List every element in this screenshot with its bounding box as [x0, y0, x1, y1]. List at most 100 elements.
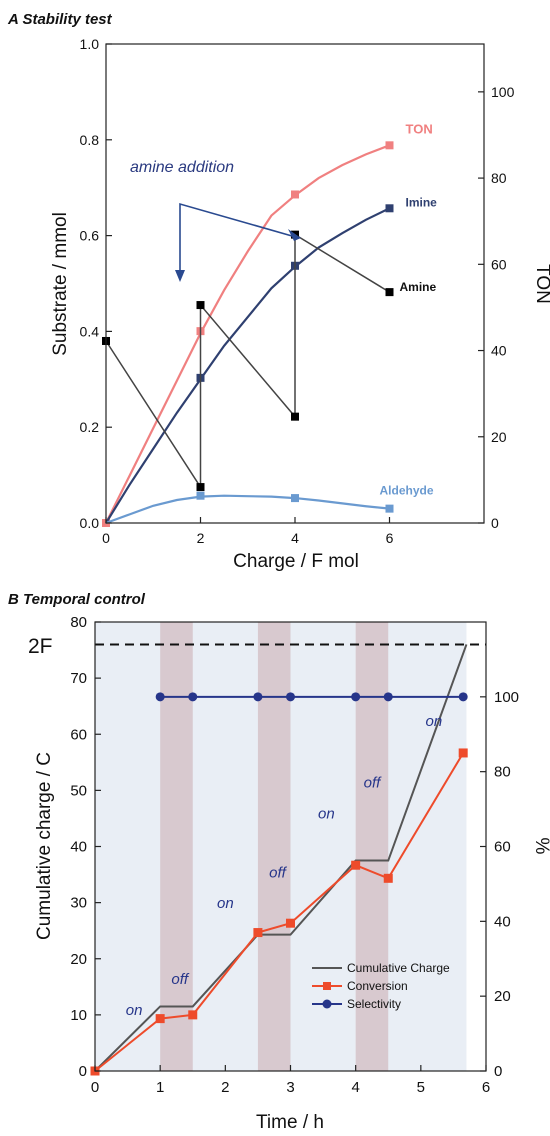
data-point-aldehyde: [196, 491, 205, 500]
x-tick-label: 6: [482, 1079, 490, 1096]
x-tick-label: 3: [286, 1079, 294, 1096]
data-point-selectivity: [458, 692, 468, 702]
arrow-head-right: [288, 229, 301, 241]
data-point-conversion: [155, 1014, 165, 1024]
y-tick-label: 0.6: [80, 228, 100, 244]
amine-addition-arrows: [175, 202, 301, 282]
x-tick-label: 1: [156, 1079, 164, 1096]
panel-b-x-axis-label: Time / h: [256, 1112, 324, 1133]
y2-tick-label: 80: [494, 764, 511, 781]
x-tick-label: 5: [417, 1079, 425, 1096]
x-tick-label: 6: [386, 530, 394, 546]
y2-tick-label: 100: [491, 84, 515, 100]
data-point-selectivity: [155, 692, 165, 702]
panel-a-stability-test: A Stability test TON Imine Amine Aldehyde 0…: [7, 11, 550, 572]
data-point-selectivity: [383, 692, 393, 702]
y2-tick-label: 0: [494, 1063, 502, 1080]
y2-tick-label: 60: [494, 839, 511, 856]
annotation-arrow-path: [179, 202, 293, 237]
data-point-selectivity: [188, 692, 198, 702]
x-tick-label: 2: [221, 1079, 229, 1096]
y2-tick-label: 40: [491, 343, 507, 359]
data-point-selectivity: [286, 692, 295, 702]
series-line-ton: [105, 144, 390, 524]
data-point-amine: [291, 412, 299, 421]
legend-label-cumulative-charge: Cumulative Charge: [347, 961, 450, 975]
data-point-selectivity: [351, 692, 361, 702]
data-point-conversion: [383, 873, 393, 883]
data-point-conversion: [351, 860, 361, 870]
phase-label-off: off: [269, 864, 288, 881]
panel-a-axes: 0 2 4 6 0.0 0.2 0.4 0.6 0.8 1.0 0 20 40 60 80 100: [80, 36, 515, 546]
off-interval-band: [160, 622, 193, 1071]
y2-tick-label: 20: [491, 429, 507, 445]
legend-marker-conversion: [323, 982, 331, 990]
y-tick-label: 80: [70, 614, 87, 631]
phase-label-off: off: [364, 775, 383, 792]
x-tick-label: 0: [91, 1079, 99, 1096]
panel-a-right-axis-label: TON: [532, 264, 550, 304]
phase-label-on: on: [217, 895, 234, 912]
y-tick-label: 60: [70, 726, 87, 743]
panel-a-x-axis-label: Charge / F mol: [233, 551, 359, 572]
data-point-selectivity: [253, 692, 263, 702]
y2-tick-label: 60: [491, 256, 507, 272]
phase-label-on: on: [318, 805, 335, 822]
y2-tick-label: 80: [491, 170, 507, 186]
series-line-aldehyde: [105, 494, 390, 525]
x-tick-label: 4: [351, 1079, 359, 1096]
y2-tick-label: 0: [491, 515, 499, 531]
panel-b-temporal-control: B Temporal control on off on off on off on 0 1 2…: [8, 591, 550, 1133]
panel-b-y-axis-label: Cumulative charge / C: [34, 752, 55, 940]
series-label-ton: TON: [406, 121, 433, 136]
data-point-conversion: [188, 1010, 198, 1020]
panel-b-right-axis-label: %: [531, 838, 550, 855]
phase-label-on: on: [126, 1002, 143, 1019]
series-label-imine: Imine: [406, 195, 438, 209]
data-point-imine: [385, 204, 394, 213]
series-label-amine: Amine: [400, 280, 437, 294]
x-tick-label: 4: [291, 530, 299, 546]
panel-b-title: B Temporal control: [8, 591, 146, 608]
legend-label-selectivity: Selectivity: [347, 997, 401, 1011]
panel-b-plot-area: on off on off on off on: [90, 622, 486, 1076]
x-tick-label: 0: [102, 530, 110, 546]
y-tick-label: 70: [70, 670, 87, 687]
y2-tick-label: 20: [494, 988, 511, 1005]
panel-a-plot-area: TON Imine Amine Aldehyde: [102, 121, 437, 527]
series-line-amine: [105, 233, 390, 490]
legend-label-conversion: Conversion: [347, 979, 408, 993]
data-point-amine: [385, 288, 394, 297]
y-tick-label: 10: [70, 1007, 87, 1024]
panel-a-y-axis-label: Substrate / mmol: [50, 212, 71, 356]
arrow-head-down: [175, 270, 185, 282]
y-tick-label: 0.4: [80, 323, 100, 339]
two-f-reference-label: 2F: [28, 635, 53, 658]
y-tick-label: 20: [70, 951, 87, 968]
series-label-aldehyde: Aldehyde: [380, 484, 434, 498]
data-point-aldehyde: [291, 494, 299, 503]
data-point-ton: [385, 141, 394, 150]
x-tick-label: 2: [197, 530, 205, 546]
y-tick-label: 0.0: [80, 515, 100, 531]
y-tick-label: 30: [70, 895, 87, 912]
y-tick-label: 40: [70, 839, 87, 856]
series-line-conversion: [94, 752, 465, 1072]
y2-tick-label: 40: [494, 913, 511, 930]
phase-label-off: off: [171, 971, 190, 988]
data-point-ton: [291, 190, 299, 199]
data-point-amine: [196, 483, 205, 492]
data-point-conversion: [253, 928, 263, 938]
y-tick-label: 1.0: [80, 36, 100, 52]
data-point-aldehyde: [385, 504, 394, 513]
panel-a-title: A Stability test: [7, 11, 113, 28]
amine-addition-annotation: amine addition: [130, 159, 234, 176]
series-line-cumulative-charge: [94, 644, 468, 1072]
panel-b-legend: Cumulative Charge Conversion Selectivity: [312, 961, 450, 1011]
legend-marker-selectivity: [322, 999, 332, 1009]
y-tick-label: 0.8: [80, 132, 100, 148]
off-interval-band: [257, 622, 291, 1071]
data-point-conversion: [286, 918, 295, 928]
